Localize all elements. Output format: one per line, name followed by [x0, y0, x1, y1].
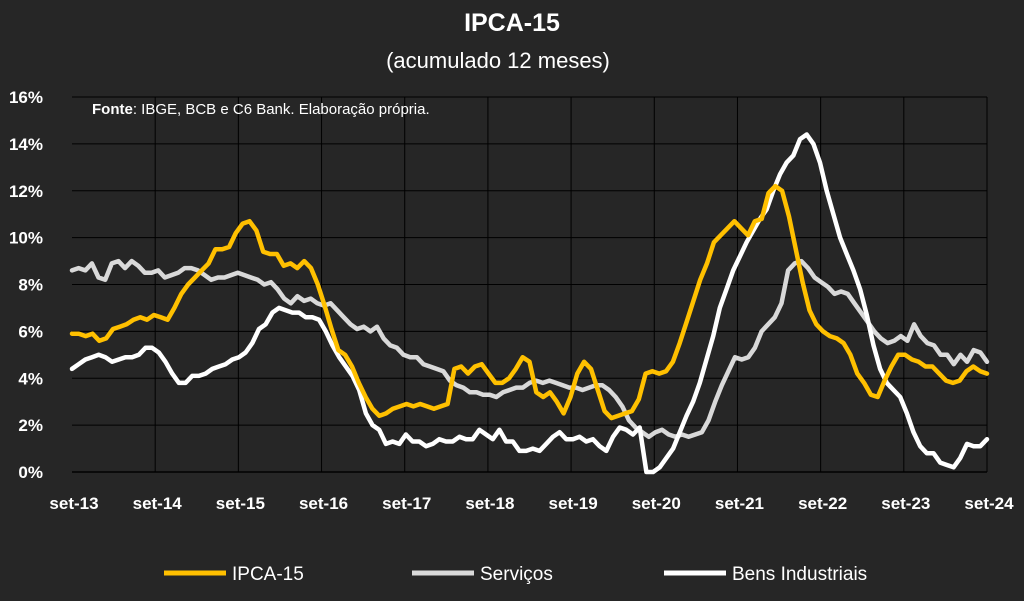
x-tick-label: set-16: [299, 494, 348, 513]
x-tick-label: set-14: [133, 494, 183, 513]
x-tick-label: set-20: [632, 494, 681, 513]
chart-title: IPCA-15: [464, 9, 560, 37]
y-tick-label: 16%: [9, 88, 43, 107]
y-tick-label: 2%: [18, 416, 43, 435]
y-tick-label: 12%: [9, 182, 43, 201]
x-tick-label: set-15: [216, 494, 265, 513]
series-lines: [69, 132, 990, 475]
y-tick-label: 4%: [18, 369, 43, 388]
source-label: Fonte: [92, 101, 133, 118]
legend-label-servi-os: Serviços: [480, 564, 553, 585]
y-tick-label: 10%: [9, 229, 43, 248]
source-note: Fonte: IBGE, BCB e C6 Bank. Elaboração p…: [92, 101, 430, 118]
x-tick-label: set-23: [881, 494, 930, 513]
y-tick-label: 6%: [18, 322, 43, 341]
series-line-servi-os: [69, 258, 990, 440]
legend-label-ipca-15: IPCA-15: [232, 564, 304, 585]
y-axis: 0% 2% 4% 6% 8% 10% 12% 14% 16%: [9, 88, 43, 482]
series-line-bens-industriais: [69, 132, 990, 475]
x-tick-label: set-22: [798, 494, 847, 513]
x-tick-label: set-19: [549, 494, 598, 513]
x-axis: set-13 set-14 set-15 set-16 set-17 set-18 set-…: [49, 471, 1014, 513]
series-line-ipca-15: [69, 183, 990, 421]
x-tick-label: set-18: [465, 494, 514, 513]
x-tick-label: set-24: [964, 494, 1014, 513]
x-tick-label: set-13: [49, 494, 98, 513]
legend-label-bens-industriais: Bens Industriais: [732, 564, 867, 585]
chart-subtitle: (acumulado 12 meses): [386, 48, 610, 73]
y-tick-label: 8%: [18, 276, 43, 295]
legend: IPCA-15 Serviços Bens Industriais: [164, 564, 867, 585]
x-tick-label: set-21: [715, 494, 764, 513]
y-tick-label: 14%: [9, 135, 43, 154]
source-text: : IBGE, BCB e C6 Bank. Elaboração própri…: [133, 101, 430, 118]
x-tick-label: set-17: [382, 494, 431, 513]
y-tick-label: 0%: [18, 463, 43, 482]
gridlines: [72, 96, 988, 472]
